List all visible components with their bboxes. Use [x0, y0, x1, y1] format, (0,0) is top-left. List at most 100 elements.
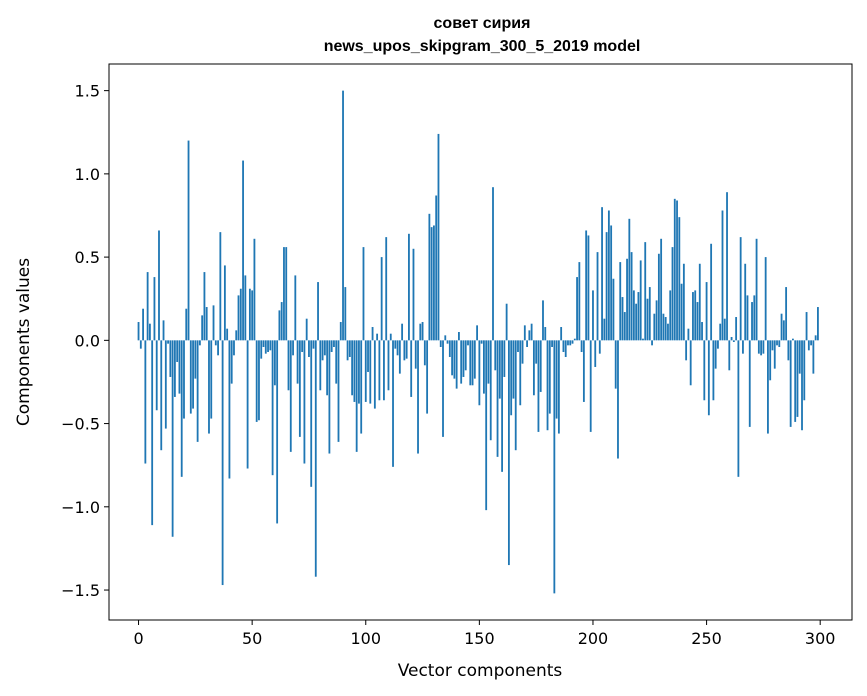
bar-277 [767, 340, 769, 434]
bar-292 [801, 340, 803, 431]
bar-18 [178, 340, 181, 394]
bar-273 [757, 340, 760, 354]
bar-299 [817, 307, 819, 341]
bar-256 [719, 323, 722, 341]
bar-255 [717, 340, 719, 349]
bar-274 [760, 340, 763, 356]
bar-139 [453, 340, 456, 379]
bar-120 [410, 340, 413, 397]
bar-17 [176, 340, 179, 362]
bar-145 [467, 340, 469, 346]
bar-16 [173, 340, 176, 397]
bar-112 [392, 340, 394, 467]
bar-22 [187, 140, 190, 341]
bar-119 [408, 233, 410, 341]
bar-62 [278, 310, 281, 341]
bar-103 [371, 327, 374, 341]
bar-106 [378, 340, 381, 401]
bar-278 [769, 340, 772, 381]
bar-87 [335, 340, 338, 384]
y-tick-label: −1.0 [61, 498, 100, 517]
bar-198 [587, 235, 590, 341]
bar-212 [619, 262, 622, 341]
bar-176 [537, 340, 540, 432]
bar-250 [705, 282, 708, 341]
bar-105 [376, 333, 379, 341]
bar-226 [651, 340, 653, 346]
bar-36 [219, 232, 222, 341]
bar-186 [560, 327, 563, 341]
bar-140 [455, 340, 458, 389]
bar-134 [442, 340, 444, 437]
bar-209 [612, 278, 615, 341]
bar-283 [780, 313, 783, 341]
bar-285 [785, 287, 788, 341]
bar-39 [226, 328, 229, 341]
bar-91 [344, 287, 347, 341]
bar-210 [614, 340, 617, 389]
bar-28 [201, 315, 204, 341]
bar-235 [671, 247, 674, 341]
bar-50 [251, 290, 254, 341]
bar-290 [796, 340, 799, 417]
bar-223 [644, 242, 647, 341]
bar-206 [605, 232, 608, 341]
bar-66 [287, 340, 290, 391]
bar-160 [501, 340, 503, 472]
bar-279 [771, 340, 774, 351]
bar-243 [689, 340, 692, 386]
bar-170 [523, 325, 526, 341]
bar-82 [323, 340, 326, 356]
bar-83 [326, 340, 329, 396]
bar-40 [228, 340, 231, 479]
bar-154 [487, 340, 490, 384]
bar-199 [589, 340, 592, 432]
bar-241 [685, 340, 688, 361]
bar-192 [573, 338, 576, 341]
bar-4 [146, 272, 149, 341]
bar-296 [810, 340, 813, 346]
bar-127 [426, 340, 429, 414]
y-tick-label: −0.5 [61, 415, 100, 434]
bar-133 [439, 340, 442, 347]
bar-182 [551, 340, 553, 347]
bar-98 [360, 340, 363, 434]
bar-8 [155, 340, 158, 411]
bar-24 [192, 340, 194, 409]
bar-124 [419, 323, 422, 341]
bar-37 [221, 340, 224, 586]
bar-20 [183, 340, 185, 419]
bar-166 [514, 340, 517, 451]
bar-233 [667, 323, 669, 341]
bar-288 [792, 338, 794, 341]
bar-229 [657, 253, 660, 341]
bar-195 [580, 340, 583, 352]
bar-238 [678, 217, 681, 341]
bar-series [137, 90, 819, 594]
bar-284 [782, 320, 785, 341]
bar-38 [223, 265, 226, 341]
bar-54 [260, 340, 263, 359]
bar-218 [632, 290, 635, 341]
bar-287 [789, 340, 792, 427]
bar-58 [269, 340, 272, 351]
bar-225 [648, 287, 651, 341]
bar-231 [662, 313, 665, 341]
bar-295 [807, 340, 810, 351]
bar-181 [548, 340, 551, 414]
bar-25 [194, 340, 197, 379]
bar-1 [139, 340, 142, 349]
bar-130 [433, 225, 435, 341]
bar-71 [298, 340, 301, 437]
bar-157 [494, 340, 497, 371]
bar-43 [235, 330, 238, 341]
bar-197 [585, 230, 588, 341]
bar-85 [330, 340, 333, 352]
bar-246 [696, 302, 699, 341]
bar-14 [169, 340, 172, 377]
bar-193 [576, 277, 578, 341]
bar-3 [144, 340, 147, 464]
bar-113 [394, 340, 397, 349]
bar-102 [369, 340, 372, 404]
bar-128 [428, 213, 431, 341]
